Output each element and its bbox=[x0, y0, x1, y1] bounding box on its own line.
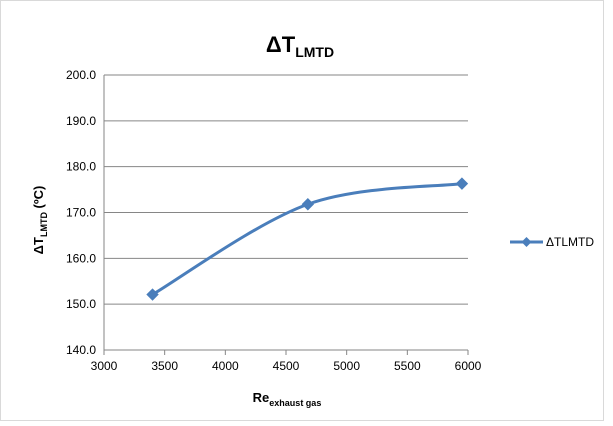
y-tick-label: 170.0 bbox=[66, 206, 96, 220]
x-axis-label: Reexhaust gas bbox=[253, 390, 322, 408]
x-tick-label: 4000 bbox=[212, 359, 239, 373]
x-tick-label: 5500 bbox=[394, 359, 421, 373]
x-axis-label-sub: exhaust gas bbox=[269, 398, 321, 408]
y-tick-label: 160.0 bbox=[66, 251, 96, 265]
y-tick-label: 190.0 bbox=[66, 114, 96, 128]
legend-marker bbox=[521, 237, 532, 247]
chart-title-sub: LMTD bbox=[295, 44, 334, 60]
x-tick-label: 3500 bbox=[151, 359, 178, 373]
chart-title: ΔTLMTD bbox=[266, 32, 334, 60]
y-axis-label-main: ΔT bbox=[31, 237, 46, 254]
x-tick-label: 3000 bbox=[91, 359, 118, 373]
x-axis-label-main: Re bbox=[253, 390, 270, 405]
y-axis-label-sub: LMTD bbox=[39, 212, 49, 237]
x-tick-label: 6000 bbox=[455, 359, 482, 373]
data-point-marker bbox=[301, 198, 315, 211]
y-tick-label: 150.0 bbox=[66, 297, 96, 311]
series-layer bbox=[146, 177, 469, 301]
y-tick-label: 140.0 bbox=[66, 343, 96, 357]
y-axis-label-unit: (ºC) bbox=[31, 186, 46, 212]
legend-label: ΔTLMTD bbox=[546, 235, 594, 249]
legend: ΔTLMTD bbox=[510, 235, 594, 249]
y-tick-label: 200.0 bbox=[66, 68, 96, 82]
y-axis-label: ΔTLMTD (ºC) bbox=[31, 186, 49, 255]
data-point-marker bbox=[146, 288, 159, 301]
x-tick-label: 4500 bbox=[273, 359, 300, 373]
axes: 140.0 150.0 160.0 170.0 180.0 190.0 200.0 3000 3… bbox=[66, 68, 482, 373]
chart-title-main: ΔT bbox=[266, 32, 296, 57]
data-point-marker bbox=[455, 177, 469, 190]
y-tick-label: 180.0 bbox=[66, 160, 96, 174]
x-tick-label: 5000 bbox=[333, 359, 360, 373]
